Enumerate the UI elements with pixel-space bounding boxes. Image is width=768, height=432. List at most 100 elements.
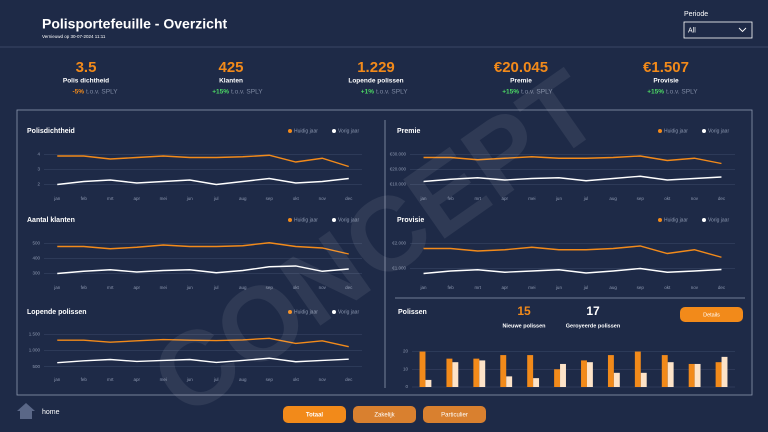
x-tick-label: sep — [266, 285, 274, 290]
x-tick-label: nov — [691, 285, 699, 290]
kpi-value: 3.5 — [76, 59, 97, 76]
legend-label: Huidig jaar — [294, 128, 318, 134]
x-tick-label: dec — [345, 285, 353, 290]
kpi-suffix: t.o.v. SPLY — [231, 89, 263, 96]
legend-label: Vorig jaar — [338, 217, 359, 223]
line-series — [57, 337, 349, 348]
y-tick-label: 1.000 — [29, 348, 41, 353]
x-tick-label: apr — [502, 196, 509, 201]
legend-dot — [702, 218, 706, 222]
y-tick-label: 300 — [32, 271, 40, 276]
home-icon[interactable] — [17, 403, 35, 419]
line-series — [57, 357, 349, 364]
bar — [715, 362, 722, 387]
x-tick-label: feb — [81, 196, 88, 201]
bar — [581, 360, 587, 387]
legend-dot — [332, 218, 336, 222]
legend-dot — [288, 310, 292, 314]
x-tick-label: okt — [664, 285, 671, 290]
bar — [586, 362, 593, 387]
bar — [721, 356, 728, 387]
x-tick-label: apr — [133, 377, 140, 382]
kpi-suffix: t.o.v. SPLY — [666, 89, 698, 96]
x-tick-label: apr — [133, 196, 140, 201]
x-tick-label: dec — [718, 196, 726, 201]
legend-dot — [332, 310, 336, 314]
kpi-label: Lopende polissen — [348, 78, 403, 85]
x-tick-label: dec — [345, 377, 353, 382]
y-tick-label: €2.000 — [392, 241, 406, 246]
y-tick-label: €1.000 — [392, 266, 406, 271]
line-series — [57, 154, 349, 168]
y-tick-label: 3 — [37, 167, 40, 172]
filter-dropdown[interactable] — [683, 21, 753, 39]
legend-label: Huidig jaar — [294, 217, 318, 223]
bar — [419, 351, 426, 387]
bar — [554, 369, 561, 387]
x-tick-label: nov — [319, 285, 327, 290]
legend-label: Vorig jaar — [338, 128, 359, 134]
line-series — [57, 242, 349, 255]
y-tick-label: 500 — [32, 364, 40, 369]
nav-button-label: Particulier — [441, 413, 468, 419]
cancelled-label: Geroyeerde polissen — [566, 323, 621, 329]
kpi-value: 1.229 — [357, 59, 395, 76]
x-tick-label: jan — [53, 377, 61, 382]
y-tick-label: 20 — [403, 349, 409, 354]
bar — [607, 355, 614, 387]
new-label: Nieuwe polissen — [502, 323, 546, 329]
x-tick-label: aug — [239, 285, 247, 290]
polissen-title: Polissen — [398, 309, 427, 316]
bar — [506, 376, 513, 387]
x-tick-label: sep — [266, 377, 274, 382]
x-tick-label: okt — [293, 196, 300, 201]
legend-label: Huidig jaar — [664, 128, 688, 134]
x-tick-label: jul — [213, 377, 219, 382]
kpi-suffix: t.o.v. SPLY — [86, 89, 118, 96]
x-tick-label: sep — [266, 196, 274, 201]
x-tick-label: mrt — [474, 196, 481, 201]
legend-label: Vorig jaar — [708, 128, 729, 134]
nav-button[interactable] — [423, 406, 486, 423]
y-tick-label: 0 — [405, 384, 408, 389]
chevron — [738, 27, 747, 33]
x-tick-label: dec — [345, 196, 353, 201]
x-tick-label: feb — [81, 285, 88, 290]
line-series — [423, 155, 722, 165]
x-tick-label: mrt — [107, 377, 114, 382]
bar — [694, 363, 701, 387]
bar — [473, 358, 480, 387]
x-tick-label: aug — [239, 196, 247, 201]
x-tick-label: feb — [81, 377, 88, 382]
kpi-label: Klanten — [219, 78, 243, 85]
bar — [688, 363, 695, 387]
line-series — [57, 177, 349, 186]
filter-label: Periode — [684, 11, 708, 18]
x-tick-label: sep — [637, 196, 645, 201]
new-value: 15 — [517, 304, 531, 318]
bar — [533, 378, 540, 387]
x-tick-label: aug — [609, 285, 617, 290]
legend-dot — [332, 129, 336, 133]
nav-button[interactable] — [283, 406, 346, 423]
details-label: Details — [703, 312, 720, 318]
kpi-change: -5% — [72, 89, 84, 96]
y-tick-label: €30.000 — [390, 152, 407, 157]
legend-dot — [702, 129, 706, 133]
legend-dot — [288, 129, 292, 133]
x-tick-label: mei — [528, 285, 535, 290]
kpi-value: €20.045 — [494, 59, 548, 76]
x-tick-label: jan — [420, 196, 428, 201]
x-tick-label: jun — [186, 377, 194, 382]
kpi-label: Polis dichtheid — [63, 78, 109, 85]
chart-title: Provisie — [397, 217, 424, 224]
x-tick-label: jul — [213, 285, 219, 290]
legend-label: Huidig jaar — [294, 309, 318, 315]
y-tick-label: €10.000 — [390, 182, 407, 187]
details-button[interactable] — [680, 307, 743, 322]
nav-button[interactable] — [353, 406, 416, 423]
kpi-suffix: t.o.v. SPLY — [521, 89, 553, 96]
bar — [640, 372, 647, 387]
bar — [425, 379, 432, 387]
y-tick-label: 400 — [32, 256, 40, 261]
